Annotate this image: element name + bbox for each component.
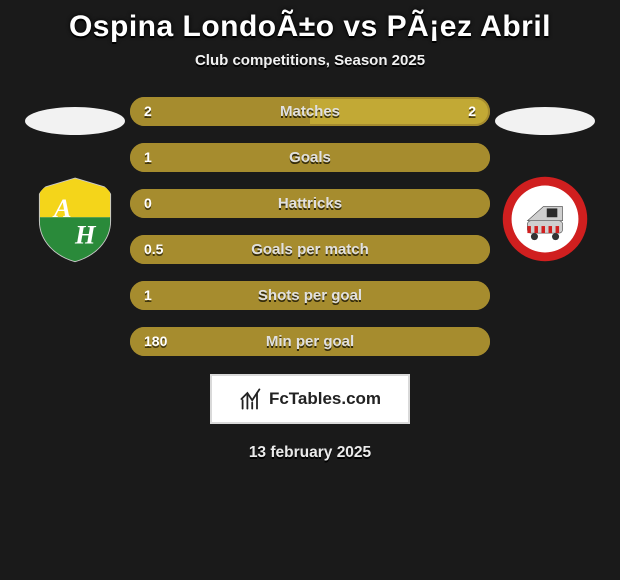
right-club-badge: EXPRESO ROJO FUSAGASUGA: [501, 175, 589, 263]
stat-bar: [130, 143, 490, 172]
stat-bar-left: [130, 327, 490, 356]
shield-icon: A H: [31, 175, 119, 263]
stat-bar-left: [130, 235, 490, 264]
branding-text: FcTables.com: [269, 389, 381, 409]
date-text: 13 february 2025: [249, 444, 371, 462]
stat-row: Shots per goal1: [130, 281, 490, 310]
stat-row: Matches22: [130, 97, 490, 126]
shield-top: [31, 175, 119, 217]
club-crest-icon: EXPRESO ROJO FUSAGASUGA: [501, 175, 589, 263]
stat-bar: [130, 97, 490, 126]
stat-row: Goals per match0.5: [130, 235, 490, 264]
player-ellipse-left: [25, 107, 125, 135]
stat-row: Min per goal180: [130, 327, 490, 356]
left-club-badge: A H: [31, 175, 119, 263]
stat-row: Goals1: [130, 143, 490, 172]
stat-bar: [130, 235, 490, 264]
stat-bar-right: [310, 97, 490, 126]
stat-row: Hattricks0: [130, 189, 490, 218]
branding-box: FcTables.com: [210, 374, 410, 424]
player-ellipse-right: [495, 107, 595, 135]
shield-letter-h: H: [74, 220, 97, 250]
stat-bar: [130, 189, 490, 218]
page-title: Ospina LondoÃ±o vs PÃ¡ez Abril: [69, 10, 551, 44]
stat-bar-left: [130, 97, 310, 126]
stat-bar: [130, 281, 490, 310]
stat-bar: [130, 327, 490, 356]
page-subtitle: Club competitions, Season 2025: [195, 52, 425, 69]
shield-letter-a: A: [52, 193, 72, 223]
stat-bars: Matches22 Goals1 Hattricks0 Goals per match…: [130, 97, 490, 356]
stat-bar-left: [130, 143, 490, 172]
infographic-root: Ospina LondoÃ±o vs PÃ¡ez Abril Club comp…: [0, 0, 620, 580]
stats-area: A H Matches22 Goals1 Hattricks0 Goals per m…: [0, 97, 620, 356]
left-side: A H: [20, 97, 130, 263]
stat-bar-left: [130, 189, 490, 218]
chart-icon: [239, 388, 263, 410]
right-side: EXPRESO ROJO FUSAGASUGA: [490, 97, 600, 263]
stat-bar-left: [130, 281, 490, 310]
